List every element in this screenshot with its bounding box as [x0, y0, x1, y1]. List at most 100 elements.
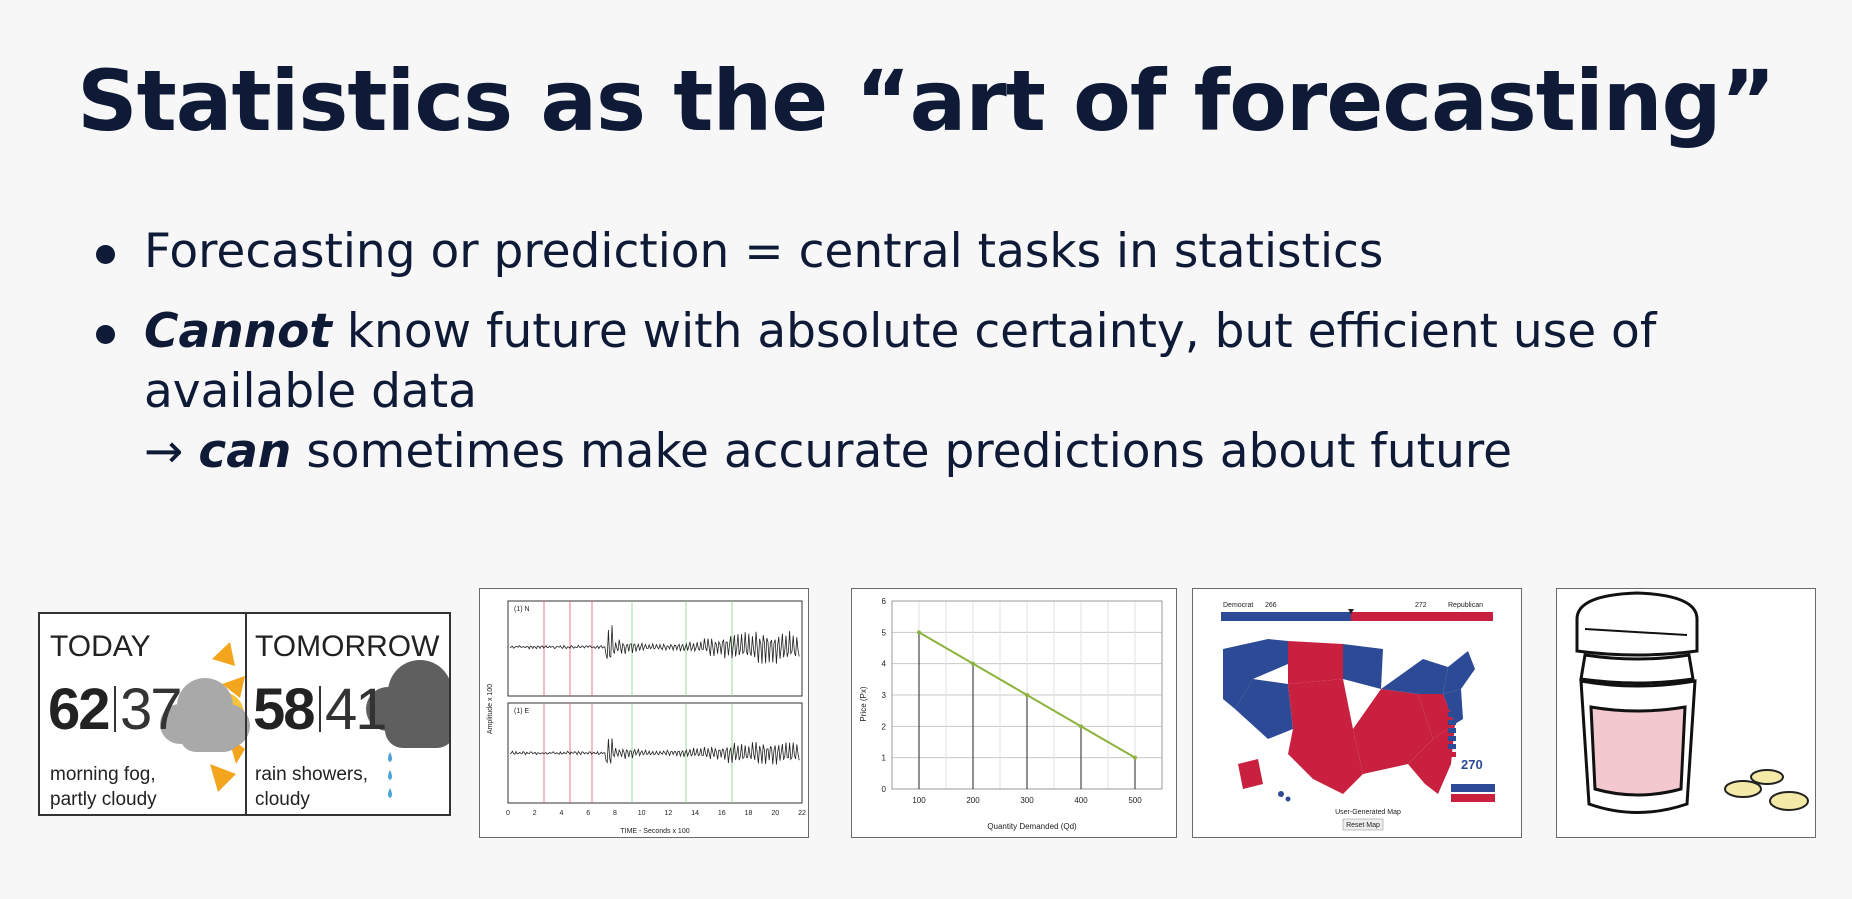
demand-ylabel: Price (Px) [859, 686, 868, 721]
pills-icon [1724, 769, 1809, 811]
slide-title: Statistics as the “art of forecasting” [77, 52, 1776, 150]
cloud-icon [160, 678, 250, 752]
seismo-panel-2-frame [507, 702, 803, 804]
rain-cloud-icon [366, 660, 449, 748]
demand-xlabel: Quantity Demanded (Qd) [987, 822, 1077, 831]
dem-votes: 266 [1265, 602, 1277, 609]
demand-chart-image: 0 1 2 3 4 5 6 100 200 300 400 500 Quantity Demande… [851, 588, 1177, 838]
today-low: 37 [120, 677, 182, 742]
seismo-xtick-label: 12 [664, 810, 672, 817]
bullet-text: Forecasting or prediction = central task… [144, 224, 1384, 279]
weather-divider [245, 614, 247, 814]
demand-yticks: 0 1 2 3 4 5 6 [882, 597, 887, 794]
seismo-xtick-label: 6 [586, 810, 590, 817]
seismogram-image: (1) N (1) E 0 2 4 6 8 10 12 14 16 18 20 22 TIME - S… [479, 588, 809, 838]
weather-forecast-image: TODAY 62 37 morning fog, partly cloudy T… [38, 612, 451, 816]
election-map-graphic: Democrat 266 272 Republican [1221, 602, 1495, 831]
demand-points [917, 630, 1137, 760]
seismo-xtick-label: 4 [560, 810, 564, 817]
emphasis-cannot: Cannot [144, 304, 332, 359]
seismo-xtick-label: 10 [638, 810, 646, 817]
bullet-line-2: available data [144, 364, 477, 419]
tomorrow-high: 58 [253, 677, 315, 742]
seismo-markers [543, 601, 733, 803]
demand-ytick-label: 4 [882, 660, 887, 669]
demand-ytick-label: 1 [882, 754, 887, 763]
demand-xtick-label: 400 [1074, 796, 1088, 805]
emphasis-can: can [198, 424, 292, 479]
demand-ytick-label: 6 [882, 597, 887, 606]
demand-xticks: 100 200 300 400 500 [912, 796, 1142, 805]
bullet-dot-icon [96, 325, 115, 344]
tomorrow-label: TOMORROW [255, 630, 440, 663]
demand-xtick-label: 200 [966, 796, 980, 805]
demand-xtick-label: 300 [1020, 796, 1034, 805]
demand-ytick-label: 2 [882, 722, 887, 731]
weather-graphics [160, 642, 449, 798]
majority-marker-icon [1348, 609, 1354, 614]
rep-label: Republican [1448, 602, 1483, 609]
demand-point [971, 661, 975, 666]
demand-droplines [918, 632, 1136, 789]
bullet-item: Cannot know future with absolute certain… [92, 302, 1812, 482]
liquid-fill [1589, 705, 1687, 797]
bullet-line-1: Cannot know future with absolute certain… [144, 302, 1812, 362]
seismo-panel-2-label: (1) E [514, 708, 530, 715]
election-map-image: Democrat 266 272 Republican [1192, 588, 1522, 838]
tomorrow-separator [319, 686, 321, 732]
pill-bottle-image [1556, 588, 1816, 838]
today-separator [114, 686, 116, 732]
split-vote-dem-icon [1451, 784, 1495, 792]
seismo-xtick-label: 2 [533, 810, 537, 817]
bullet-dot-icon [96, 245, 115, 264]
seismo-panel-1-frame [507, 600, 803, 697]
today-label: TODAY [50, 630, 151, 663]
demand-chart: 0 1 2 3 4 5 6 100 200 300 400 500 Quantity Demande… [859, 597, 1163, 831]
bullet-text: know future with absolute certainty, but… [331, 304, 1657, 359]
seismo-trace-1 [509, 625, 800, 664]
bullet-text: sometimes make accurate predictions abou… [291, 424, 1513, 479]
rep-bar [1351, 612, 1493, 621]
seismo-ylabel: Amplitude x 100 [487, 684, 494, 734]
tomorrow-desc-1: rain showers, [255, 764, 368, 785]
today-high: 62 [48, 677, 110, 742]
rep-votes: 272 [1415, 602, 1427, 609]
seismo-trace-2 [509, 738, 800, 765]
demand-ytick-label: 5 [882, 628, 887, 637]
bullet-item: Forecasting or prediction = central task… [92, 222, 1812, 282]
demand-point [1079, 724, 1083, 729]
total-270: 270 [1461, 757, 1483, 772]
pill-bottle-icon [1575, 591, 1699, 814]
dem-label: Democrat [1223, 602, 1253, 609]
tomorrow-desc-2: cloudy [255, 789, 310, 810]
demand-point [917, 630, 921, 635]
bullet-list: Forecasting or prediction = central task… [92, 222, 1812, 502]
seismo-xtick-label: 18 [745, 810, 753, 817]
rain-drops-icon [388, 752, 392, 798]
seismo-xtick-label: 8 [613, 810, 617, 817]
bullet-line-3: → can sometimes make accurate prediction… [144, 422, 1812, 482]
seismo-xtick-label: 14 [691, 810, 699, 817]
demand-ytick-label: 0 [882, 785, 887, 794]
election-footer: User-Generated Map [1335, 809, 1401, 816]
tomorrow-low: 41 [325, 677, 387, 742]
seismo-xtick-label: 20 [771, 810, 779, 817]
seismo-xtick-label: 16 [718, 810, 726, 817]
dem-bar [1221, 612, 1351, 621]
today-desc-1: morning fog, [50, 764, 156, 785]
seismogram-graphic: (1) N (1) E 0 2 4 6 8 10 12 14 16 18 20 22 TIME - S… [487, 600, 806, 835]
demand-point [1025, 693, 1029, 697]
right-arrow-icon: → [144, 424, 199, 479]
reset-map-label: Reset Map [1346, 822, 1380, 829]
seismo-panel-1-label: (1) N [514, 606, 530, 613]
seismo-xtick-label: 0 [506, 810, 510, 817]
demand-xtick-label: 100 [912, 796, 926, 805]
ne-states-legend-icon [1448, 704, 1456, 757]
demand-xtick-label: 500 [1128, 796, 1142, 805]
demand-ytick-label: 3 [882, 691, 887, 700]
seismo-xlabel: TIME - Seconds x 100 [620, 828, 689, 835]
seismo-xticks: 0 2 4 6 8 10 12 14 16 18 20 22 [506, 810, 806, 817]
demand-point [1133, 755, 1137, 760]
today-desc-2: partly cloudy [50, 789, 157, 810]
seismo-xtick-label: 22 [798, 810, 806, 817]
